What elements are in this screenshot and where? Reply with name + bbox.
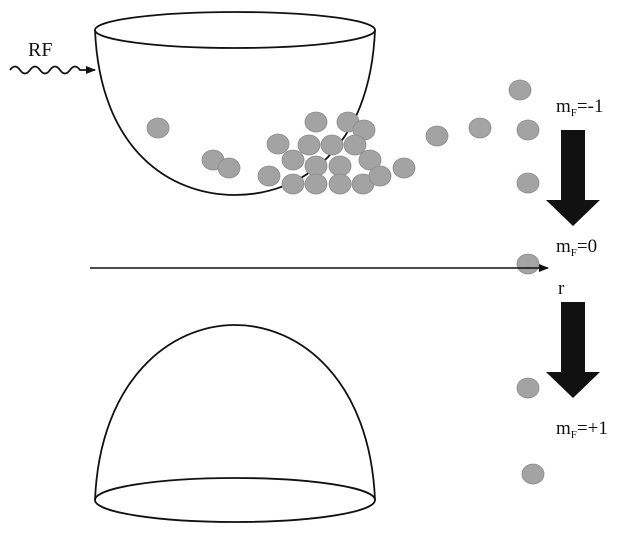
atom [217, 157, 241, 179]
atom [516, 377, 540, 399]
atom [304, 111, 328, 133]
r-label: r [558, 278, 565, 299]
bowl-rim [94, 11, 376, 49]
atom [368, 165, 392, 187]
atom [266, 133, 290, 155]
transition-arrow [546, 302, 600, 398]
atom [516, 253, 540, 275]
atom [297, 134, 321, 156]
atoms [146, 79, 545, 485]
state-label: mF=-1 [556, 96, 603, 119]
rf-label: RF [28, 39, 52, 61]
transition-arrow [546, 130, 600, 226]
atom [508, 79, 532, 101]
atom [281, 149, 305, 171]
atom [257, 165, 281, 187]
atom [521, 463, 545, 485]
atom [281, 173, 305, 195]
atom [358, 149, 382, 171]
atom [468, 117, 492, 139]
atom [304, 155, 328, 177]
atom [146, 117, 170, 139]
state-label: mF=+1 [556, 418, 608, 441]
atom [320, 134, 344, 156]
dome-base [94, 477, 376, 523]
atom [328, 173, 352, 195]
atom [516, 119, 540, 141]
atom [343, 134, 367, 156]
atom [328, 155, 352, 177]
atom [392, 157, 416, 179]
rf-wave [9, 65, 96, 75]
atom [425, 125, 449, 147]
atom [516, 172, 540, 194]
state-label: mF=0 [556, 236, 597, 259]
atom [304, 173, 328, 195]
dome [94, 324, 376, 501]
